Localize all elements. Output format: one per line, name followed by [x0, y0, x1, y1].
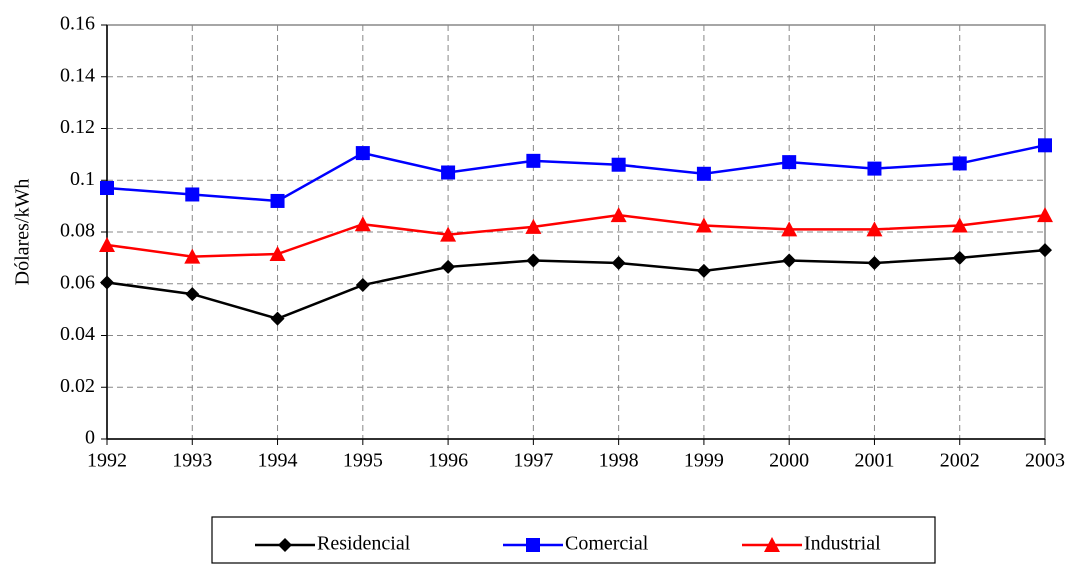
legend-box: [211, 516, 936, 564]
marker: [1038, 243, 1052, 258]
y-tick-label: 0.16: [60, 13, 95, 35]
marker: [526, 153, 541, 168]
legend-label: Residencial: [317, 533, 411, 555]
series-line: [106, 213, 1046, 258]
marker: [354, 216, 371, 232]
marker: [866, 221, 883, 237]
marker: [867, 161, 882, 176]
legend-label: Industrial: [804, 533, 881, 555]
x-tick-label: 1993: [172, 450, 212, 472]
y-tick-label: 0.14: [60, 64, 95, 86]
marker: [525, 218, 542, 234]
marker: [610, 207, 627, 223]
y-tick-label: 0.04: [60, 323, 95, 345]
x-tick-label: 1996: [428, 450, 468, 472]
marker: [100, 181, 114, 196]
x-tick-label: 1994: [258, 450, 298, 472]
marker: [952, 250, 967, 265]
marker: [696, 166, 711, 181]
y-tick-label: 0.08: [60, 220, 95, 242]
marker: [696, 263, 711, 278]
marker: [867, 256, 882, 271]
marker: [99, 236, 115, 252]
x-tick-label: 1997: [513, 450, 553, 472]
y-tick-label: 0.02: [60, 375, 95, 397]
marker: [278, 538, 292, 552]
marker: [526, 538, 540, 552]
marker: [611, 157, 626, 172]
marker: [1038, 138, 1052, 153]
marker: [526, 253, 541, 268]
marker: [695, 217, 712, 233]
x-tick-label: 1992: [87, 450, 127, 472]
marker: [782, 155, 797, 170]
marker: [441, 259, 456, 274]
marker: [355, 146, 370, 161]
marker: [782, 253, 797, 268]
marker: [1037, 207, 1053, 223]
marker: [441, 165, 456, 180]
marker: [355, 278, 370, 293]
x-tick-label: 1995: [343, 450, 383, 472]
marker: [781, 221, 798, 237]
marker: [185, 187, 200, 202]
marker: [764, 537, 780, 552]
y-axis-label: Dólares/kWh: [12, 179, 34, 286]
x-tick-label: 2003: [1025, 450, 1065, 472]
marker: [100, 275, 114, 290]
marker: [185, 287, 200, 302]
marker: [270, 311, 285, 326]
marker: [184, 248, 201, 264]
marker: [952, 156, 967, 171]
y-tick-label: 0.06: [60, 271, 95, 293]
marker: [270, 193, 285, 208]
x-tick-label: 2000: [769, 450, 809, 472]
marker: [951, 217, 968, 233]
y-tick-label: 0.1: [70, 168, 95, 190]
marker: [440, 226, 457, 242]
series-line: [106, 248, 1046, 320]
marker: [269, 245, 286, 261]
x-tick-label: 1998: [599, 450, 639, 472]
marker: [611, 256, 626, 271]
x-tick-label: 2002: [940, 450, 980, 472]
x-tick-label: 2001: [854, 450, 894, 472]
legend-label: Comercial: [565, 533, 649, 555]
y-tick-label: 0.12: [60, 116, 95, 138]
series-line: [106, 144, 1046, 203]
x-tick-label: 1999: [684, 450, 724, 472]
y-tick-label: 0: [85, 427, 95, 449]
